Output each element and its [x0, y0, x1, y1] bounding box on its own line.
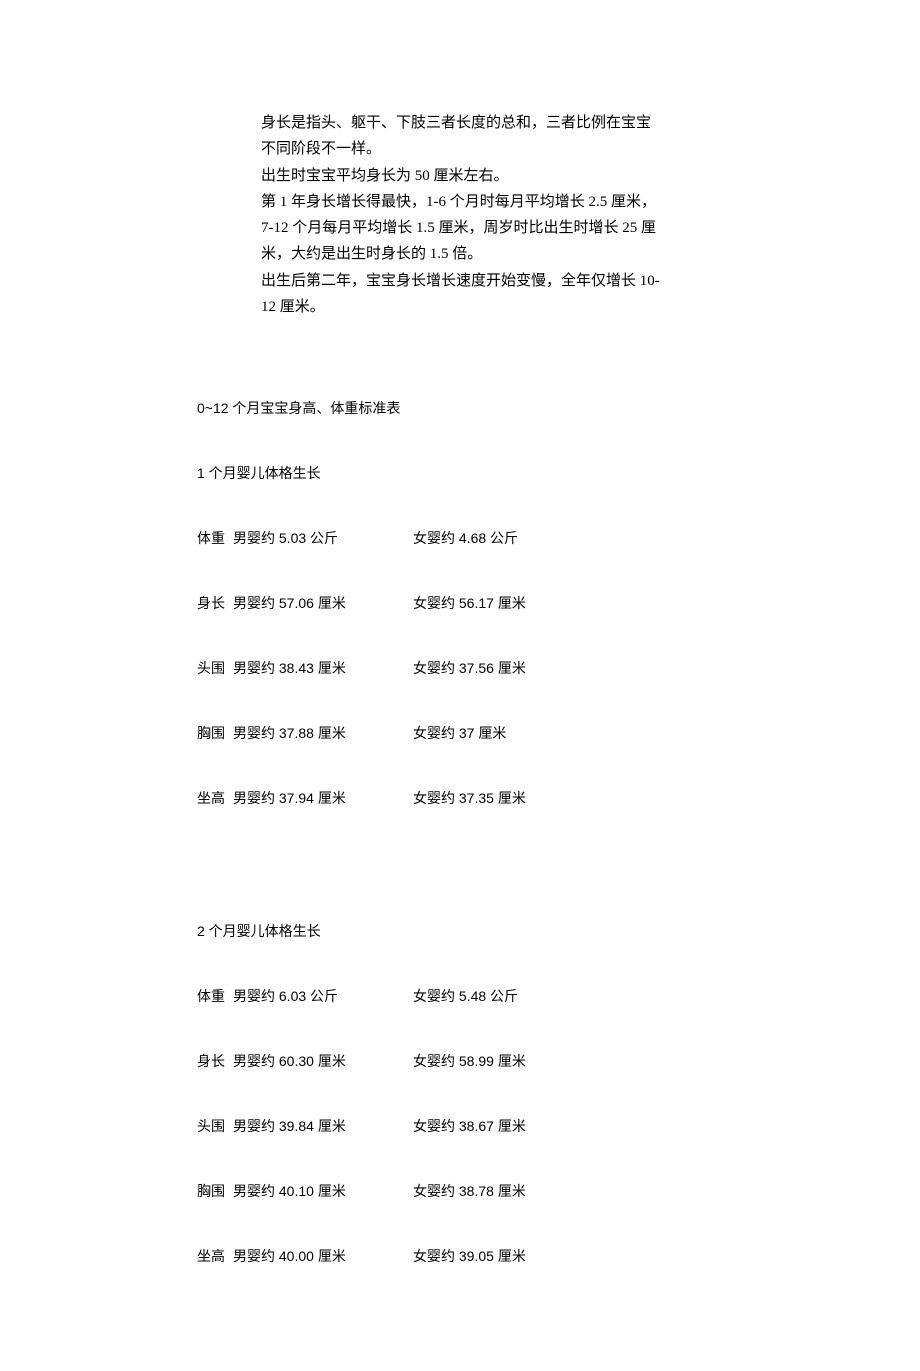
month1-sit-row: 坐高 男婴约 37.94 厘米 女婴约 37.35 厘米 [197, 788, 717, 809]
month1-weight-female: 女婴约 4.68 公斤 [413, 528, 717, 549]
month2-heading: 2 个月婴儿体格生长 [197, 921, 717, 942]
month2-weight-male: 男婴约 6.03 公斤 [233, 986, 413, 1007]
month2-length-male: 男婴约 60.30 厘米 [233, 1051, 413, 1072]
month2-weight-female: 女婴约 5.48 公斤 [413, 986, 717, 1007]
month1-length-row: 身长 男婴约 57.06 厘米 女婴约 56.17 厘米 [197, 593, 717, 614]
month1-chest-row: 胸围 男婴约 37.88 厘米 女婴约 37 厘米 [197, 723, 717, 744]
month1-head-female: 女婴约 37.56 厘米 [413, 658, 717, 679]
month1-weight-male: 男婴约 5.03 公斤 [233, 528, 413, 549]
intro-line-3: 第 1 年身长增长得最快，1-6 个月时每月平均增长 2.5 厘米，7-12 个… [261, 189, 661, 268]
month2-weight-row: 体重 男婴约 6.03 公斤 女婴约 5.48 公斤 [197, 986, 717, 1007]
label-weight: 体重 [197, 986, 233, 1007]
label-length: 身长 [197, 593, 233, 614]
month2-head-row: 头围 男婴约 39.84 厘米 女婴约 38.67 厘米 [197, 1116, 717, 1137]
label-sit: 坐高 [197, 788, 233, 809]
month1-chest-female: 女婴约 37 厘米 [413, 723, 717, 744]
section-gap [197, 853, 717, 921]
standards-body: 0~12 个月宝宝身高、体重标准表 1 个月婴儿体格生长 体重 男婴约 5.03… [197, 398, 717, 1267]
month2-sit-row: 坐高 男婴约 40.00 厘米 女婴约 39.05 厘米 [197, 1246, 717, 1267]
intro-paragraphs: 身长是指头、躯干、下肢三者长度的总和，三者比例在宝宝不同阶段不一样。 出生时宝宝… [261, 110, 661, 320]
label-chest: 胸围 [197, 1181, 233, 1202]
month2-chest-row: 胸围 男婴约 40.10 厘米 女婴约 38.78 厘米 [197, 1181, 717, 1202]
month2-sit-male: 男婴约 40.00 厘米 [233, 1246, 413, 1267]
label-sit: 坐高 [197, 1246, 233, 1267]
month1-length-male: 男婴约 57.06 厘米 [233, 593, 413, 614]
page-title: 0~12 个月宝宝身高、体重标准表 [197, 398, 717, 419]
month1-head-row: 头围 男婴约 38.43 厘米 女婴约 37.56 厘米 [197, 658, 717, 679]
label-weight: 体重 [197, 528, 233, 549]
month2-head-male: 男婴约 39.84 厘米 [233, 1116, 413, 1137]
label-length: 身长 [197, 1051, 233, 1072]
month1-head-male: 男婴约 38.43 厘米 [233, 658, 413, 679]
month2-length-female: 女婴约 58.99 厘米 [413, 1051, 717, 1072]
label-head: 头围 [197, 658, 233, 679]
month2-head-female: 女婴约 38.67 厘米 [413, 1116, 717, 1137]
month2-chest-female: 女婴约 38.78 厘米 [413, 1181, 717, 1202]
label-head: 头围 [197, 1116, 233, 1137]
month1-weight-row: 体重 男婴约 5.03 公斤 女婴约 4.68 公斤 [197, 528, 717, 549]
month1-sit-female: 女婴约 37.35 厘米 [413, 788, 717, 809]
month2-chest-male: 男婴约 40.10 厘米 [233, 1181, 413, 1202]
month2-sit-female: 女婴约 39.05 厘米 [413, 1246, 717, 1267]
month1-heading: 1 个月婴儿体格生长 [197, 463, 717, 484]
month2-length-row: 身长 男婴约 60.30 厘米 女婴约 58.99 厘米 [197, 1051, 717, 1072]
intro-line-4: 出生后第二年，宝宝身长增长速度开始变慢，全年仅增长 10-12 厘米。 [261, 268, 661, 321]
intro-line-1: 身长是指头、躯干、下肢三者长度的总和，三者比例在宝宝不同阶段不一样。 [261, 110, 661, 163]
month1-sit-male: 男婴约 37.94 厘米 [233, 788, 413, 809]
document-page: 身长是指头、躯干、下肢三者长度的总和，三者比例在宝宝不同阶段不一样。 出生时宝宝… [0, 0, 920, 1371]
intro-line-2: 出生时宝宝平均身长为 50 厘米左右。 [261, 163, 661, 189]
month1-chest-male: 男婴约 37.88 厘米 [233, 723, 413, 744]
label-chest: 胸围 [197, 723, 233, 744]
month1-length-female: 女婴约 56.17 厘米 [413, 593, 717, 614]
